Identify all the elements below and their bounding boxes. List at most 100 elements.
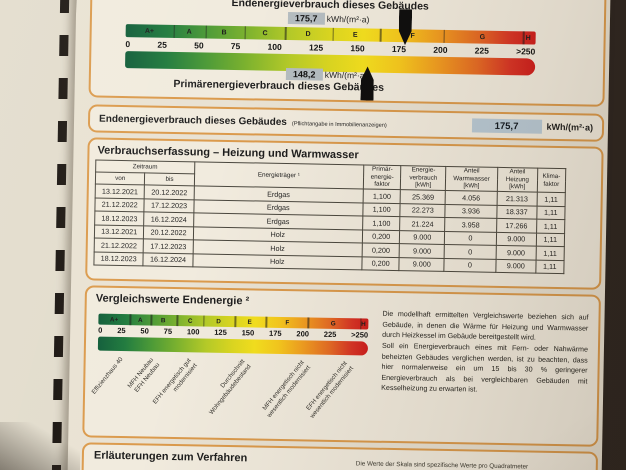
scale-tick: 75 (163, 326, 173, 336)
col-bis: bis (144, 172, 195, 186)
class-separator (176, 315, 179, 327)
col-energietraeger: Energieträger ¹ (194, 161, 364, 189)
cell: 21.12.2022 (94, 197, 145, 212)
scale-class-label: B (160, 316, 166, 324)
cell: 1,11 (535, 246, 565, 261)
scale-class-label: G (479, 33, 486, 41)
scale-class-label: H (361, 320, 366, 328)
cell: 1,11 (536, 205, 566, 220)
col-warmwasser: Anteil Warmwasser [kWh] (445, 166, 498, 192)
scale-tick: 125 (308, 42, 324, 53)
scale-class-label: A (186, 28, 192, 36)
class-separator (359, 318, 362, 330)
col-klima: Klima- faktor (537, 168, 566, 193)
primary-energy-unit: kWh/(m²·a) (324, 69, 368, 81)
class-separator (129, 314, 132, 326)
cell: 0,200 (362, 229, 401, 244)
cell: 13.12.2021 (94, 224, 144, 239)
class-separator (203, 315, 205, 327)
cell: 1,11 (535, 259, 565, 274)
scale-class-label: E (352, 31, 358, 39)
banner-title: Endenergieverbrauch dieses Gebäudes (98, 113, 288, 128)
class-separator (522, 31, 525, 45)
scale-tick: 25 (157, 39, 168, 50)
scale-tick: 0 (98, 325, 103, 335)
cell: 25.369 (400, 189, 446, 204)
end-energy-scale-title: Endenergieverbrauch dieses Gebäudes (231, 0, 429, 13)
page-content: Endenergieverbrauch dieses Gebäudes 175,… (81, 0, 607, 470)
scale-tick: 0 (125, 39, 131, 50)
comparison-paragraph: Soll ein Energieverbrauch eines mit Fern… (381, 341, 589, 395)
comparison-scale: A+ A B C D E F G H (97, 313, 369, 356)
col-heizung: Anteil Heizung [kWh] (497, 167, 538, 193)
cell: 20.12.2022 (143, 225, 194, 240)
scale-tick: 50 (194, 40, 204, 51)
reference-labels: Effizienzhaus 40 MFH Neubau EFH Neubau E… (90, 355, 356, 420)
scale-tick: 225 (474, 45, 490, 56)
end-energy-value-badge: 175,7 (287, 12, 325, 25)
consumption-table: Zeitraum Energieträger ¹ Primär- energie… (93, 160, 566, 275)
cell: 0,200 (362, 242, 400, 258)
cell: 18.12.2023 (93, 251, 144, 266)
cell: 9.000 (495, 245, 537, 260)
class-separator (443, 29, 446, 43)
scale-class-label: A+ (144, 27, 155, 35)
end-energy-banner: Endenergieverbrauch dieses Gebäudes (Pfl… (87, 104, 605, 142)
cell: 4.056 (445, 190, 498, 205)
cell: 9.000 (496, 231, 537, 247)
class-separator (284, 26, 287, 40)
cell: 16.12.2024 (143, 211, 194, 227)
cell: 22.273 (400, 203, 446, 218)
scale-tick: 125 (214, 327, 227, 337)
scale-tick: 100 (267, 41, 282, 52)
scale-tick: 200 (296, 329, 310, 339)
cell: 21.313 (496, 191, 538, 206)
scale-tick: 150 (350, 43, 365, 54)
scale-class-label: C (262, 29, 268, 37)
col-verbrauch: Energie- verbrauch [kWh] (400, 165, 446, 191)
scale-class-label: A+ (109, 315, 119, 323)
certificate-page: Endenergieverbrauch dieses Gebäudes 175,… (67, 0, 611, 470)
cell: 21.224 (400, 216, 445, 231)
scale-class-label: F (410, 32, 415, 40)
class-separator (173, 24, 175, 38)
class-separator (332, 27, 334, 41)
cell: 1,100 (362, 215, 401, 231)
scale-tick: >250 (351, 330, 369, 340)
scale-class-label: D (216, 317, 221, 325)
scale-class-label: F (285, 319, 290, 327)
class-separator (244, 26, 247, 40)
cell: 0,200 (361, 256, 400, 271)
cell: 17.12.2023 (144, 198, 194, 213)
scale-class-label: C (187, 317, 193, 325)
cell: 18.12.2023 (94, 211, 145, 226)
cell: 17.266 (496, 218, 537, 233)
consumption-panel: Verbrauchserfassung – Heizung und Warmwa… (85, 137, 604, 290)
comparison-note-text: Die modellhaft ermittelten Vergleichswer… (381, 309, 589, 398)
scale-tick: 75 (230, 40, 241, 52)
cell: 0 (443, 257, 496, 273)
scale-class-label: A (137, 316, 143, 324)
class-separator (234, 316, 237, 328)
class-separator (379, 28, 382, 42)
cell: 21.12.2022 (94, 238, 144, 253)
cell: 20.12.2022 (144, 184, 195, 200)
comparison-panel: Vergleichswerte Endenergie ² A+ A B C D … (82, 285, 601, 447)
scale-tick: 100 (186, 327, 200, 337)
scale-tick: 25 (117, 325, 126, 336)
col-von: von (95, 172, 145, 185)
spacer (387, 124, 472, 126)
cell: 16.12.2024 (143, 252, 193, 267)
end-energy-unit: kWh/(m²·a) (326, 13, 370, 25)
cell: Holz (192, 253, 363, 270)
explanation-panel: Erläuterungen zum Verfahren Die Werte de… (81, 442, 599, 470)
cell: 9.000 (495, 258, 536, 274)
primary-energy-value-badge: 148,2 (285, 68, 323, 81)
cell: 0 (444, 244, 497, 259)
cell: 3.936 (444, 203, 497, 219)
scale-tick: 225 (323, 329, 337, 339)
banner-value-badge: 175,7 (471, 118, 542, 134)
banner-note: (Pflichtangabe in Immobilienanzeigen) (291, 120, 387, 129)
class-separator (205, 25, 207, 39)
